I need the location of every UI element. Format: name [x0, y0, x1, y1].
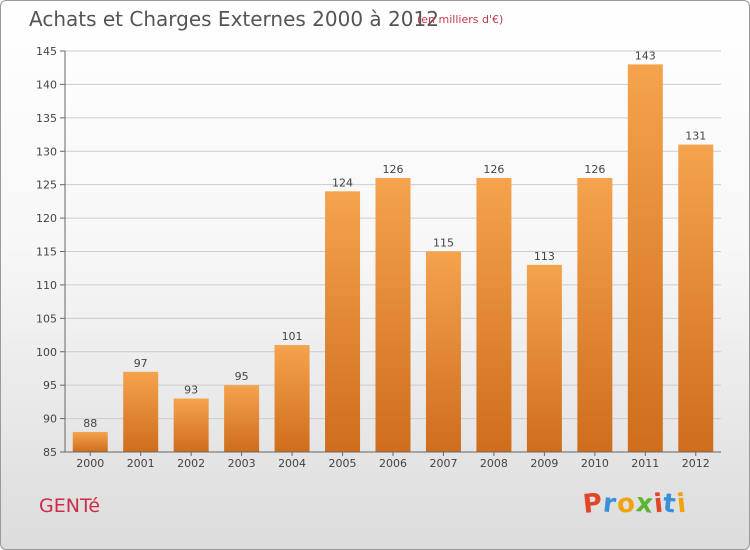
x-tick-label: 2011 — [631, 457, 659, 470]
value-label: 115 — [433, 237, 454, 250]
y-tick-label: 105 — [36, 312, 57, 325]
x-tick-label: 2000 — [76, 457, 104, 470]
value-label: 93 — [184, 384, 198, 397]
chart-unit: (en milliers d'€) — [417, 13, 504, 26]
bar-2011 — [627, 64, 663, 452]
bar-2007 — [425, 251, 461, 452]
bar-2004 — [274, 345, 310, 452]
x-tick-label: 2002 — [177, 457, 205, 470]
value-label: 126 — [383, 163, 404, 176]
logo-letter: i — [675, 488, 689, 520]
bar-2006 — [375, 177, 411, 452]
bar-2012 — [678, 144, 714, 453]
x-tick-label: 2006 — [379, 457, 407, 470]
y-tick-label: 90 — [43, 413, 57, 426]
bar-2010 — [577, 177, 613, 452]
x-tick-label: 2003 — [228, 457, 256, 470]
value-label: 131 — [685, 130, 706, 143]
y-tick-label: 125 — [36, 179, 57, 192]
bar-2000 — [72, 431, 108, 452]
y-tick-label: 140 — [36, 78, 57, 91]
bars: 88 97 93 95 101 124 126 115 126 113 126 143 131 — [72, 49, 714, 453]
y-tick-label: 145 — [36, 45, 57, 58]
value-label: 126 — [584, 163, 605, 176]
axes: 85 90 95 100 105 110 115 120 125 130 135 140 145 2000… — [36, 45, 721, 470]
x-tick-label: 2005 — [329, 457, 357, 470]
value-label: 88 — [83, 417, 97, 430]
bar-2001 — [123, 371, 159, 452]
value-label: 95 — [235, 370, 249, 383]
proxiti-logo: Proxiti — [581, 488, 689, 520]
y-tick-label: 120 — [36, 212, 57, 225]
value-label: 126 — [483, 163, 504, 176]
value-label: 97 — [134, 357, 148, 370]
y-tick-label: 95 — [43, 379, 57, 392]
y-tick-label: 100 — [36, 346, 57, 359]
y-tick-label: 85 — [43, 446, 57, 459]
chart-title: Achats et Charges Externes 2000 à 2012 — [29, 7, 439, 31]
x-tick-label: 2004 — [278, 457, 306, 470]
commune-name: GENTé — [39, 495, 101, 517]
x-tick-label: 2008 — [480, 457, 508, 470]
y-tick-label: 115 — [36, 246, 57, 259]
value-label: 143 — [635, 49, 656, 62]
x-tick-label: 2001 — [127, 457, 155, 470]
x-tick-label: 2012 — [682, 457, 710, 470]
x-tick-label: 2009 — [530, 457, 558, 470]
value-label: 101 — [282, 330, 303, 343]
bar-2009 — [526, 264, 562, 452]
y-tick-label: 130 — [36, 145, 57, 158]
value-label: 113 — [534, 250, 555, 263]
bar-2003 — [224, 385, 260, 452]
bar-2005 — [325, 191, 361, 452]
bar-2008 — [476, 177, 512, 452]
x-tick-label: 2010 — [581, 457, 609, 470]
y-tick-label: 135 — [36, 112, 57, 125]
x-tick-label: 2007 — [429, 457, 457, 470]
y-tick-label: 110 — [36, 279, 57, 292]
bar-2002 — [173, 398, 209, 452]
value-label: 124 — [332, 176, 353, 189]
